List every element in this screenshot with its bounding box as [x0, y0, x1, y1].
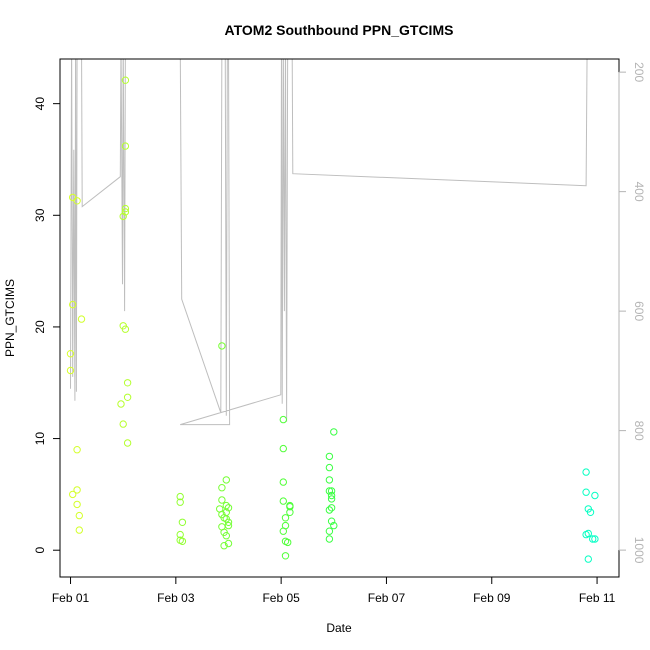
- data-point: [123, 439, 132, 447]
- data-point: [325, 452, 334, 461]
- data-point: [582, 488, 590, 496]
- data-point: [73, 446, 81, 454]
- data-point: [121, 204, 130, 213]
- data-point: [121, 76, 130, 84]
- data-point: [123, 393, 132, 401]
- data-point: [75, 511, 84, 520]
- data-point: [591, 491, 599, 500]
- data-point: [286, 501, 294, 510]
- x-axis-label: Date: [326, 621, 352, 635]
- data-point: [119, 420, 127, 428]
- data-point: [117, 400, 125, 408]
- data-point: [281, 514, 290, 522]
- x-tick-label: Feb 05: [262, 591, 300, 605]
- y2-tick-label: 800: [632, 421, 646, 441]
- data-point: [330, 428, 338, 436]
- data-point: [222, 532, 231, 540]
- data-point: [325, 487, 334, 495]
- data-point: [327, 517, 336, 525]
- data-point: [222, 476, 231, 484]
- scatter-points: [66, 76, 599, 563]
- data-point: [327, 504, 336, 512]
- x-tick-label: Feb 03: [157, 591, 195, 605]
- data-point: [327, 495, 336, 503]
- y-axis-left: 0 10 20 30 40: [33, 97, 61, 554]
- data-point: [584, 529, 592, 538]
- data-point: [325, 463, 334, 472]
- data-point: [582, 468, 590, 476]
- data-point: [119, 212, 127, 221]
- data-point: [224, 521, 233, 530]
- data-point: [589, 535, 597, 543]
- x-tick-label: Feb 11: [579, 591, 616, 605]
- data-point: [224, 504, 233, 512]
- data-point: [69, 300, 77, 309]
- y2-tick-label: 400: [632, 182, 646, 202]
- x-tick-label: Feb 01: [52, 591, 90, 605]
- data-point: [584, 505, 592, 513]
- data-point: [330, 521, 338, 530]
- data-point: [73, 486, 81, 494]
- data-point: [176, 492, 184, 501]
- x-tick-label: Feb 09: [473, 591, 511, 605]
- data-point: [218, 484, 226, 492]
- y-tick-label: 10: [33, 432, 47, 446]
- data-point: [281, 552, 290, 560]
- plot-frame: [59, 58, 620, 578]
- data-point: [121, 208, 130, 216]
- data-point: [224, 539, 233, 548]
- y2-tick-label: 600: [632, 301, 646, 321]
- data-point: [220, 542, 228, 550]
- data-point: [176, 498, 184, 506]
- y2-tick-label: 200: [632, 62, 646, 82]
- data-point: [66, 350, 75, 358]
- y-tick-label: 30: [33, 208, 47, 222]
- data-point: [176, 530, 184, 539]
- y-axis-right: 200 400 600 800 1000: [618, 62, 646, 564]
- data-point: [222, 501, 231, 510]
- data-point: [325, 476, 334, 484]
- data-point: [66, 366, 75, 375]
- data-point: [73, 500, 81, 509]
- depth-line-path: [70, 59, 588, 426]
- data-point: [73, 197, 81, 205]
- data-point: [178, 518, 187, 526]
- data-point: [121, 325, 130, 333]
- data-point: [123, 379, 132, 387]
- y-tick-label: 0: [33, 547, 47, 554]
- data-point: [591, 535, 599, 543]
- data-point: [327, 487, 336, 495]
- data-point: [279, 527, 287, 535]
- data-point: [279, 497, 287, 505]
- data-point: [327, 491, 336, 500]
- y-tick-label: 20: [33, 320, 47, 334]
- data-point: [77, 315, 86, 323]
- data-point: [284, 538, 292, 547]
- data-point: [178, 537, 187, 545]
- depth-line: [70, 59, 588, 426]
- x-tick-label: Feb 07: [368, 591, 406, 605]
- data-point: [218, 342, 226, 350]
- y2-tick-label: 1000: [632, 537, 646, 564]
- data-point: [584, 555, 592, 563]
- x-axis: Feb 01 Feb 03 Feb 05 Feb 07 Feb 09 Feb 11: [52, 576, 616, 605]
- data-point: [325, 527, 334, 535]
- data-point: [279, 444, 287, 453]
- y-axis-label: PPN_GTCIMS: [3, 279, 17, 357]
- y-tick-label: 40: [33, 97, 47, 111]
- data-point: [224, 518, 233, 526]
- data-point: [75, 526, 84, 534]
- data-point: [69, 490, 77, 499]
- chart-title: ATOM2 Southbound PPN_GTCIMS: [225, 22, 454, 38]
- data-point: [325, 506, 334, 514]
- data-point: [279, 415, 287, 424]
- data-point: [218, 496, 226, 504]
- data-point: [279, 478, 287, 486]
- data-point: [121, 142, 130, 150]
- data-point: [325, 535, 334, 543]
